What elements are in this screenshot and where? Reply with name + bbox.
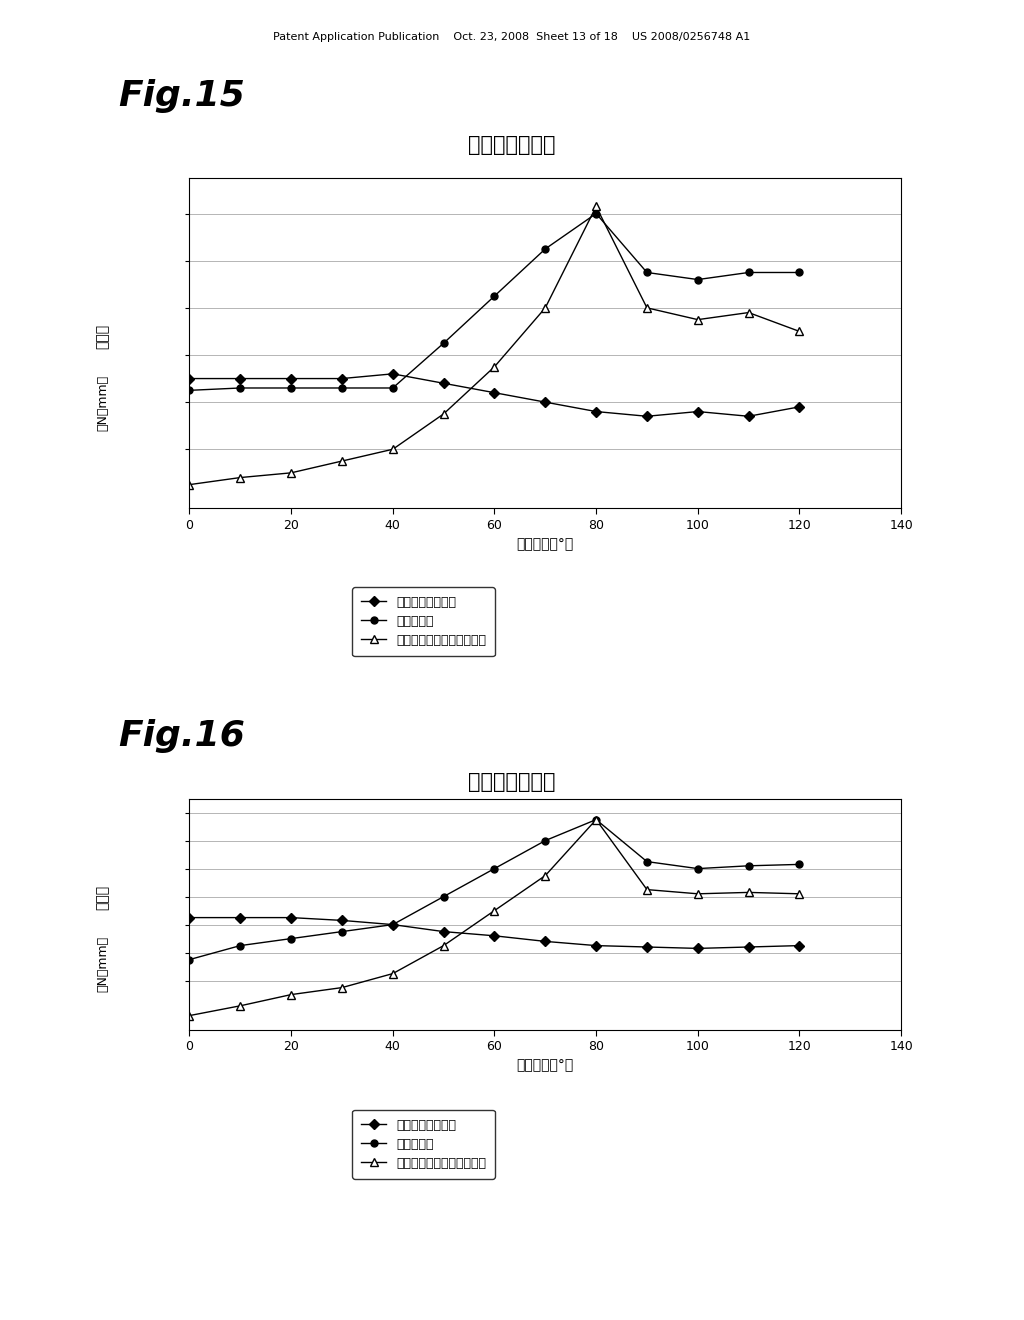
ディスプレイ装置: [285, 909, 297, 925]
合成トルク（操作トルク）: [336, 453, 348, 469]
ヒンジ装置: [539, 833, 551, 849]
ヒンジ装置: [336, 380, 348, 396]
Line: ヒンジ装置: ヒンジ装置: [186, 210, 803, 393]
合成トルク（操作トルク）: [742, 884, 755, 900]
合成トルク（操作トルク）: [234, 998, 247, 1014]
ヒンジ装置: [234, 380, 247, 396]
ディスプレイ装置: [691, 940, 703, 956]
Text: トルク: トルク: [95, 884, 110, 911]
ヒンジ装置: [742, 858, 755, 874]
ヒンジ装置: [387, 380, 399, 396]
Text: （N・mm）: （N・mm）: [96, 936, 109, 991]
ディスプレイ装置: [794, 937, 806, 953]
合成トルク（操作トルク）: [183, 477, 196, 492]
Legend: ディスプレイ装置, ヒンジ装置, 合成トルク（操作トルク）: ディスプレイ装置, ヒンジ装置, 合成トルク（操作トルク）: [352, 1110, 495, 1179]
ヒンジ装置: [641, 854, 653, 870]
Text: （N・mm）: （N・mm）: [96, 375, 109, 430]
Line: ディスプレイ装置: ディスプレイ装置: [186, 915, 803, 952]
ディスプレイ装置: [336, 912, 348, 928]
ディスプレイ装置: [488, 385, 501, 401]
ディスプレイ装置: [336, 371, 348, 387]
合成トルク（操作トルク）: [691, 886, 703, 902]
ディスプレイ装置: [183, 909, 196, 925]
ヒンジ装置: [285, 380, 297, 396]
合成トルク（操作トルク）: [437, 407, 450, 422]
ディスプレイ装置: [539, 933, 551, 949]
ディスプレイ装置: [539, 395, 551, 411]
合成トルク（操作トルク）: [387, 441, 399, 457]
ディスプレイ装置: [488, 928, 501, 944]
ヒンジ装置: [590, 812, 602, 828]
ディスプレイ装置: [742, 408, 755, 424]
ディスプレイ装置: [437, 924, 450, 940]
ヒンジ装置: [336, 924, 348, 940]
ヒンジ装置: [387, 916, 399, 932]
合成トルク（操作トルク）: [539, 867, 551, 883]
ディスプレイ装置: [234, 371, 247, 387]
ディスプレイ装置: [742, 939, 755, 954]
ヒンジ装置: [691, 861, 703, 876]
X-axis label: 作動角度（°）: 作動角度（°）: [517, 537, 573, 552]
ヒンジ装置: [183, 952, 196, 968]
ヒンジ装置: [488, 861, 501, 876]
ディスプレイ装置: [285, 371, 297, 387]
合成トルク（操作トルク）: [794, 886, 806, 902]
ヒンジ装置: [691, 272, 703, 288]
ディスプレイ装置: [641, 939, 653, 954]
Legend: ディスプレイ装置, ヒンジ装置, 合成トルク（操作トルク）: ディスプレイ装置, ヒンジ装置, 合成トルク（操作トルク）: [352, 587, 495, 656]
合成トルク（操作トルク）: [590, 198, 602, 214]
合成トルク（操作トルク）: [488, 903, 501, 919]
Line: ディスプレイ装置: ディスプレイ装置: [186, 371, 803, 420]
合成トルク（操作トルク）: [794, 323, 806, 339]
ヒンジ装置: [234, 937, 247, 953]
ヒンジ装置: [183, 383, 196, 399]
X-axis label: 作動角度（°）: 作動角度（°）: [517, 1059, 573, 1073]
合成トルク（操作トルク）: [285, 465, 297, 480]
合成トルク（操作トルク）: [285, 986, 297, 1002]
ディスプレイ装置: [590, 404, 602, 420]
Text: 作用トルク線図: 作用トルク線図: [468, 772, 556, 792]
Line: ヒンジ装置: ヒンジ装置: [186, 816, 803, 964]
合成トルク（操作トルク）: [183, 1007, 196, 1023]
ヒンジ装置: [794, 264, 806, 280]
合成トルク（操作トルク）: [336, 979, 348, 995]
ディスプレイ装置: [590, 937, 602, 953]
Text: Fig.16: Fig.16: [118, 719, 245, 754]
合成トルク（操作トルク）: [691, 312, 703, 327]
ヒンジ装置: [641, 264, 653, 280]
ヒンジ装置: [437, 888, 450, 904]
ヒンジ装置: [794, 857, 806, 873]
ヒンジ装置: [742, 264, 755, 280]
Line: 合成トルク（操作トルク）: 合成トルク（操作トルク）: [185, 816, 804, 1020]
Text: 作用トルク線図: 作用トルク線図: [468, 135, 556, 154]
ディスプレイ装置: [641, 408, 653, 424]
ディスプレイ装置: [437, 375, 450, 391]
合成トルク（操作トルク）: [742, 305, 755, 321]
合成トルク（操作トルク）: [641, 882, 653, 898]
合成トルク（操作トルク）: [641, 300, 653, 315]
合成トルク（操作トルク）: [387, 966, 399, 982]
ヒンジ装置: [590, 206, 602, 222]
ディスプレイ装置: [691, 404, 703, 420]
Text: トルク: トルク: [95, 323, 110, 350]
Text: Fig.15: Fig.15: [118, 79, 245, 114]
ヒンジ装置: [285, 931, 297, 946]
ディスプレイ装置: [183, 371, 196, 387]
合成トルク（操作トルク）: [590, 812, 602, 828]
ディスプレイ装置: [387, 916, 399, 932]
ディスプレイ装置: [234, 909, 247, 925]
Line: 合成トルク（操作トルク）: 合成トルク（操作トルク）: [185, 202, 804, 488]
合成トルク（操作トルク）: [488, 359, 501, 375]
Text: Patent Application Publication    Oct. 23, 2008  Sheet 13 of 18    US 2008/02567: Patent Application Publication Oct. 23, …: [273, 32, 751, 42]
ディスプレイ装置: [794, 399, 806, 414]
合成トルク（操作トルク）: [234, 470, 247, 486]
合成トルク（操作トルク）: [539, 300, 551, 315]
ヒンジ装置: [437, 335, 450, 351]
ヒンジ装置: [488, 288, 501, 304]
ディスプレイ装置: [387, 366, 399, 381]
ヒンジ装置: [539, 242, 551, 257]
合成トルク（操作トルク）: [437, 937, 450, 953]
